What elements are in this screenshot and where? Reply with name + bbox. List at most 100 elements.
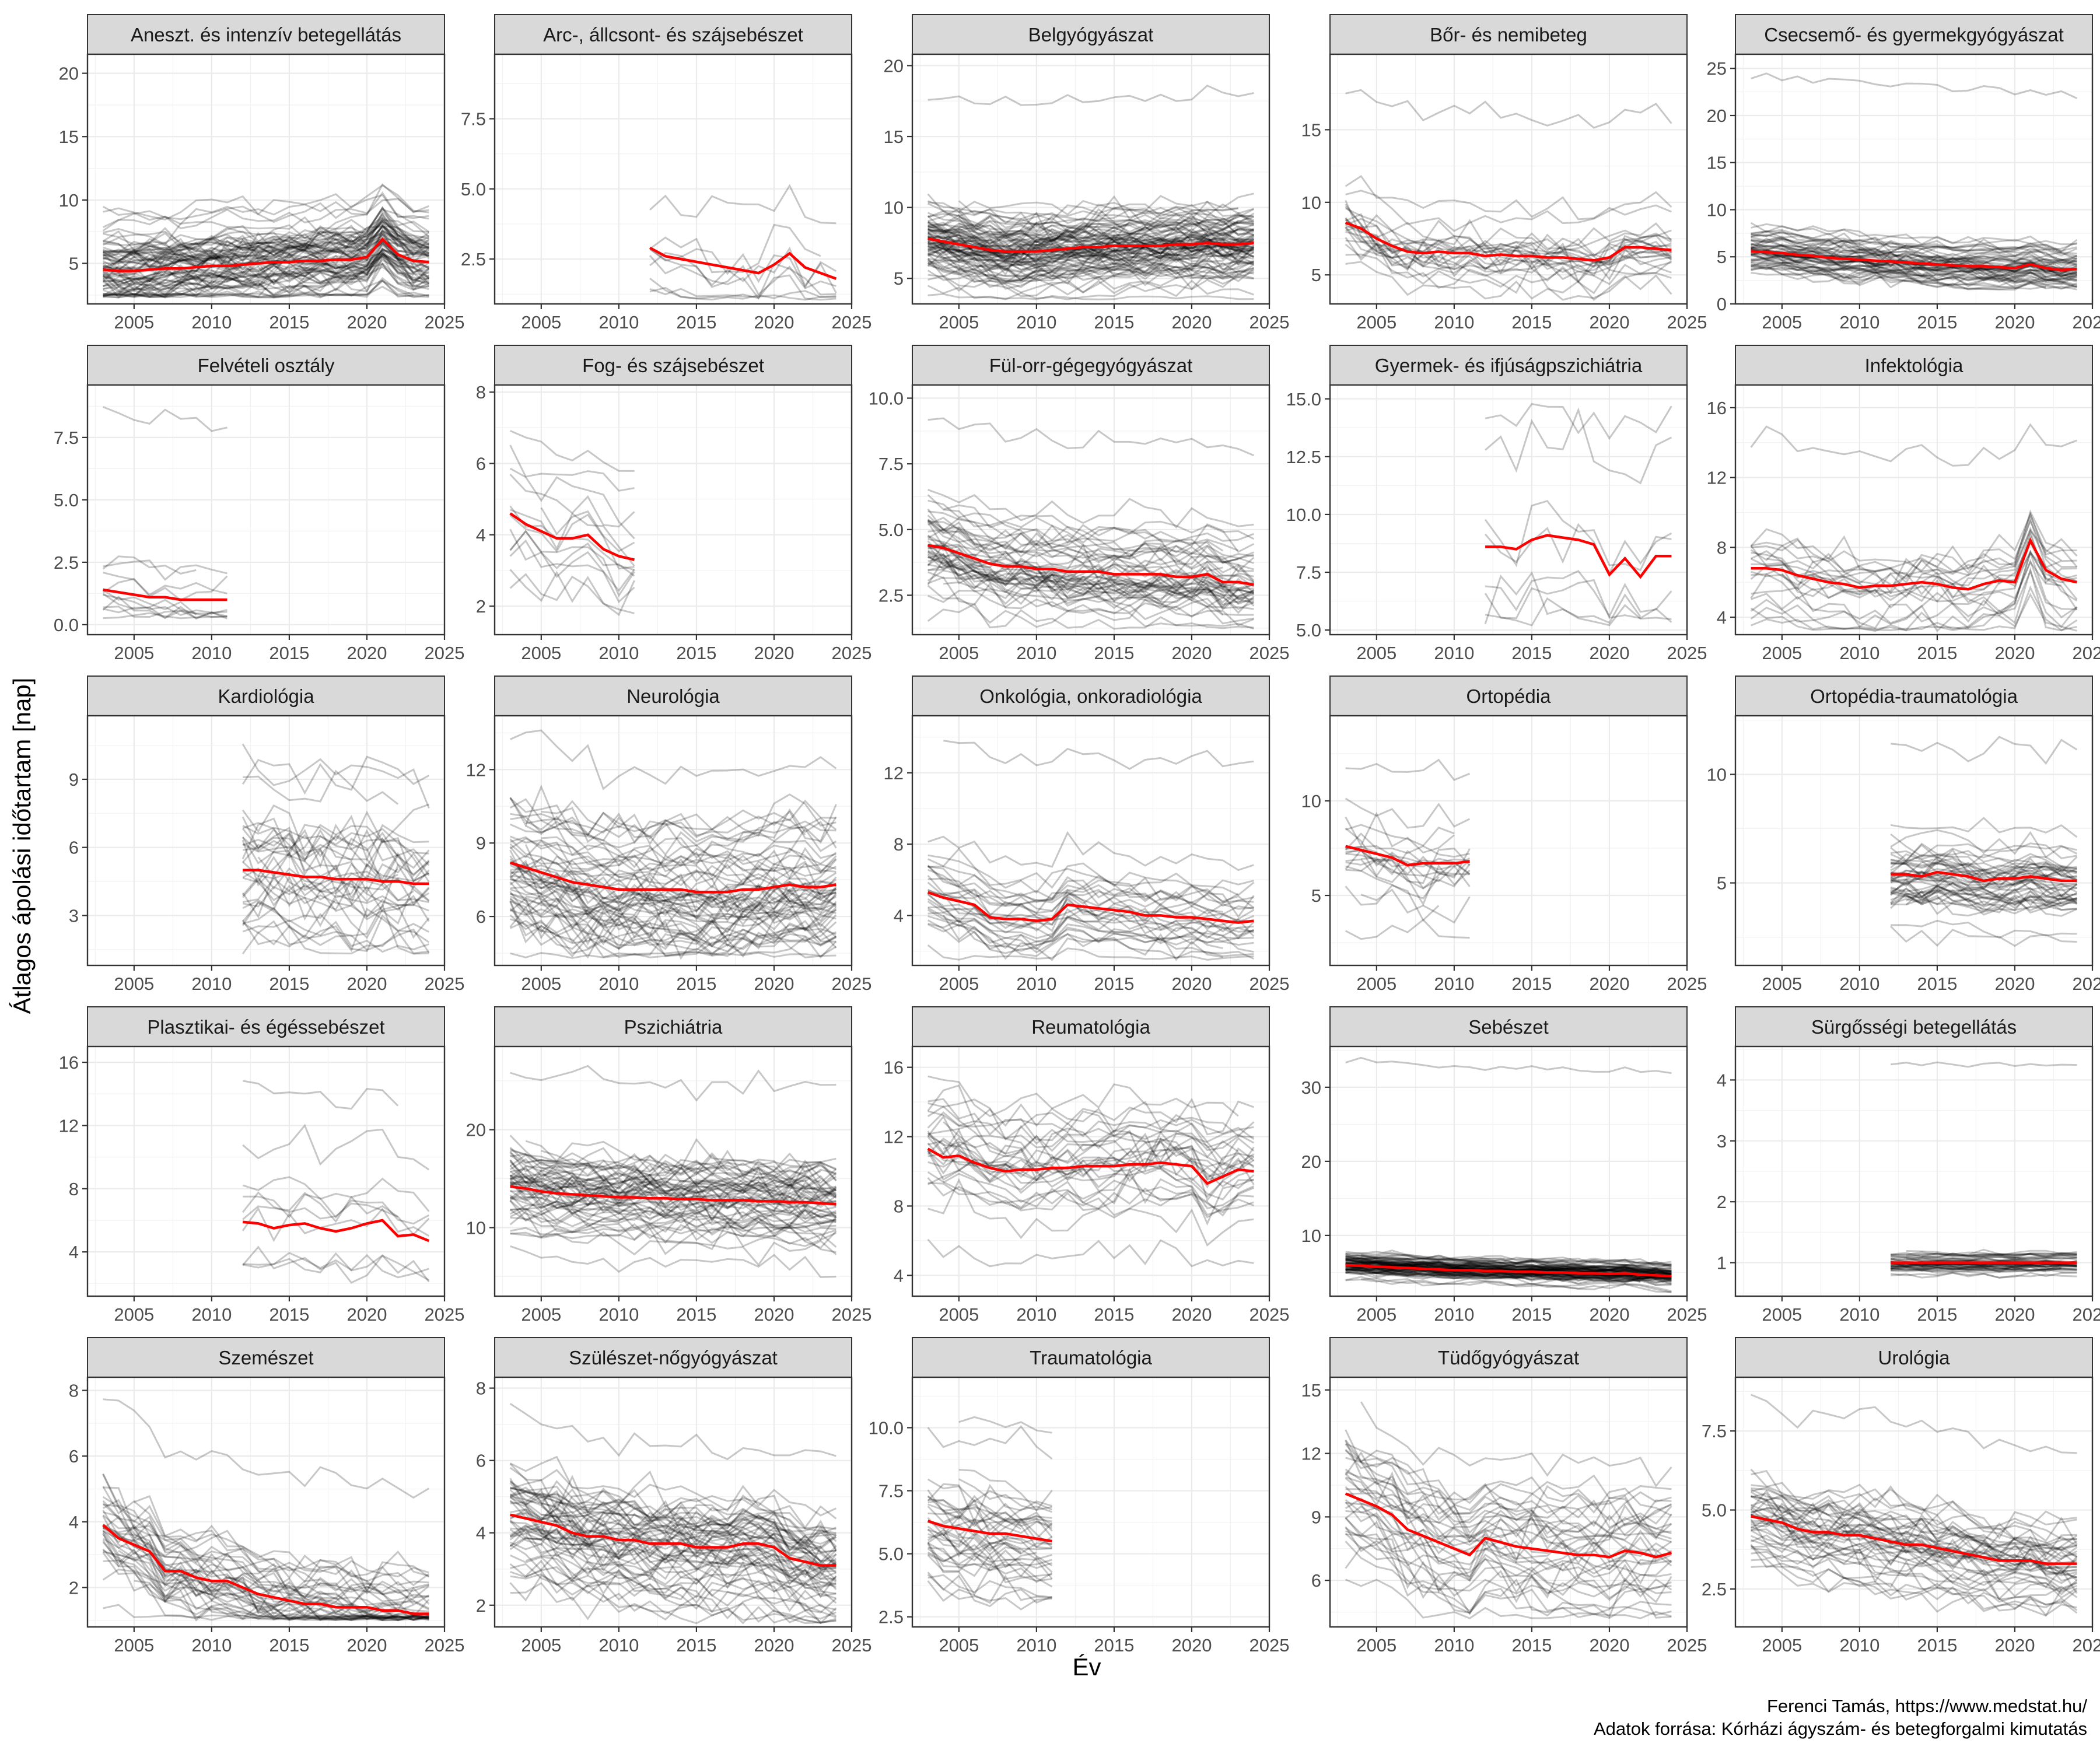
y-tick-label: 16 [59,1052,79,1073]
hospital-series-line [1750,511,2077,576]
hospital-series-line [1345,1276,1672,1293]
hospital-series-line [242,874,430,921]
hospital-series-line [102,253,429,285]
hospital-series-line [928,906,1254,943]
x-tick-label: 2025 [832,974,872,994]
strip-szemeszet [87,1337,445,1378]
hospital-series-line [927,1574,1052,1611]
hospital-series-line [1890,1264,2077,1271]
hospital-series-line [102,1548,429,1622]
hospital-series-line [649,255,836,300]
plot-area [88,385,444,635]
hospital-series-line [928,550,1254,604]
hospital-series-line [1345,207,1672,257]
hospital-series-line [1890,850,2077,873]
hospital-series-line [1345,1521,1672,1597]
panel-border [911,53,1270,305]
hospital-series-line [1890,869,2077,884]
panel-surgossegi-betegellatas: Sürgősségi betegellátás 2005 2010 2015 2020 2… [1717,1006,2100,1325]
hospital-series-line [958,215,1254,235]
hospital-series-line [928,553,1254,599]
hospital-series-line [510,1174,836,1205]
hospital-series-line [509,856,837,912]
hospital-series-line [103,210,429,257]
x-tick-label: 2010 [598,643,639,663]
hospital-lines [1345,1401,1672,1619]
hospital-series-line [102,1529,429,1620]
hospital-series-line [134,225,429,274]
hospital-series-line [509,1187,836,1223]
strip-plasztikai-es-egessebeszet [87,1006,445,1047]
hospital-series-line [928,877,1254,916]
y-tick-label: 6 [476,907,486,927]
hospital-series-line [928,211,1255,246]
x-tick-label: 2025 [1250,1635,1290,1656]
hospital-series-line [510,1231,837,1266]
x-tick-label: 2010 [1839,1635,1880,1656]
hospital-series-line [509,1200,837,1248]
hospital-lines [509,729,837,960]
x-tick-label: 2025 [425,1304,465,1325]
hospital-series-line [1345,1262,1672,1275]
hospital-series-line [927,1517,1052,1549]
hospital-series-line [242,919,429,953]
hospital-series-line [509,862,837,912]
hospital-series-line [1751,1535,2078,1596]
hospital-series-line [928,233,1254,255]
hospital-series-line [1345,1429,1672,1511]
hospital-series-line [927,603,1254,630]
hospital-series-line [928,205,1255,227]
hospital-series-line [509,855,836,912]
y-tick-label: 8 [476,382,486,402]
hospital-series-line [928,228,1239,249]
y-tick-label: 16 [884,1058,904,1078]
hospital-series-line [649,274,836,301]
hospital-series-line [102,1539,429,1620]
hospital-series-line [242,1206,430,1242]
strip-bor-es-nemibeteg [1329,14,1688,55]
hospital-series-line [928,1123,1255,1171]
hospital-series-line [102,1552,398,1621]
hospital-series-line [1751,519,2077,575]
panel-ful-orr-gegegyogyaszat: Fül-orr-gégegyógyászat 2005 2010 2015 2020 20… [869,345,1289,663]
hospital-lines [1890,736,2078,947]
hospital-series-line [1345,1499,1672,1571]
y-tick-label: 20 [1707,106,1727,126]
hospital-series-line [242,825,429,855]
hospital-series-line [102,216,429,258]
hospital-series-line [242,876,430,922]
hospital-series-line [1345,1541,1672,1619]
hospital-series-line [509,1463,837,1530]
panel-border [1734,53,2094,305]
hospital-series-line [541,1204,836,1231]
hospital-series-line [102,251,429,299]
hospital-series-line [958,200,1254,222]
hospital-series-line [1891,1262,2077,1270]
hospital-series-line [509,474,635,528]
hospital-series-line [1345,1439,1672,1527]
hospital-series-line [927,255,1254,285]
hospital-series-line [1345,1056,1672,1074]
plot-area [495,716,852,965]
hospital-series-line [1361,1254,1672,1266]
x-tick-label: 2025 [832,1635,872,1656]
hospital-series-line [103,206,429,254]
panel-infektologia: Infektológia 2005 2010 2015 2020 2025 4 8 12 16 [1707,345,2100,663]
x-tick-label: 2025 [2073,974,2100,994]
x-tick-label: 2025 [2073,312,2100,332]
hospital-series-line [102,206,429,252]
hospital-series-line [134,1580,429,1621]
x-tick-label: 2025 [832,1304,872,1325]
hospital-series-line [958,208,1254,239]
hospital-series-line [927,1528,1052,1550]
hospital-series-line [509,1159,837,1190]
panel-gyermek-es-ifjusagpszichiatria: Gyermek- és ifjúságpszichiátria 2005 2010 2… [1286,345,1707,663]
hospital-series-line [540,507,635,552]
y-tick-label: 12 [1707,468,1727,488]
hospital-series-line [928,1515,1053,1545]
hospital-series-line [509,1203,836,1230]
hospital-series-line [103,285,429,299]
hospital-series-line [927,217,1255,242]
hospital-series-line [509,1170,837,1210]
hospital-series-line [928,200,1254,229]
